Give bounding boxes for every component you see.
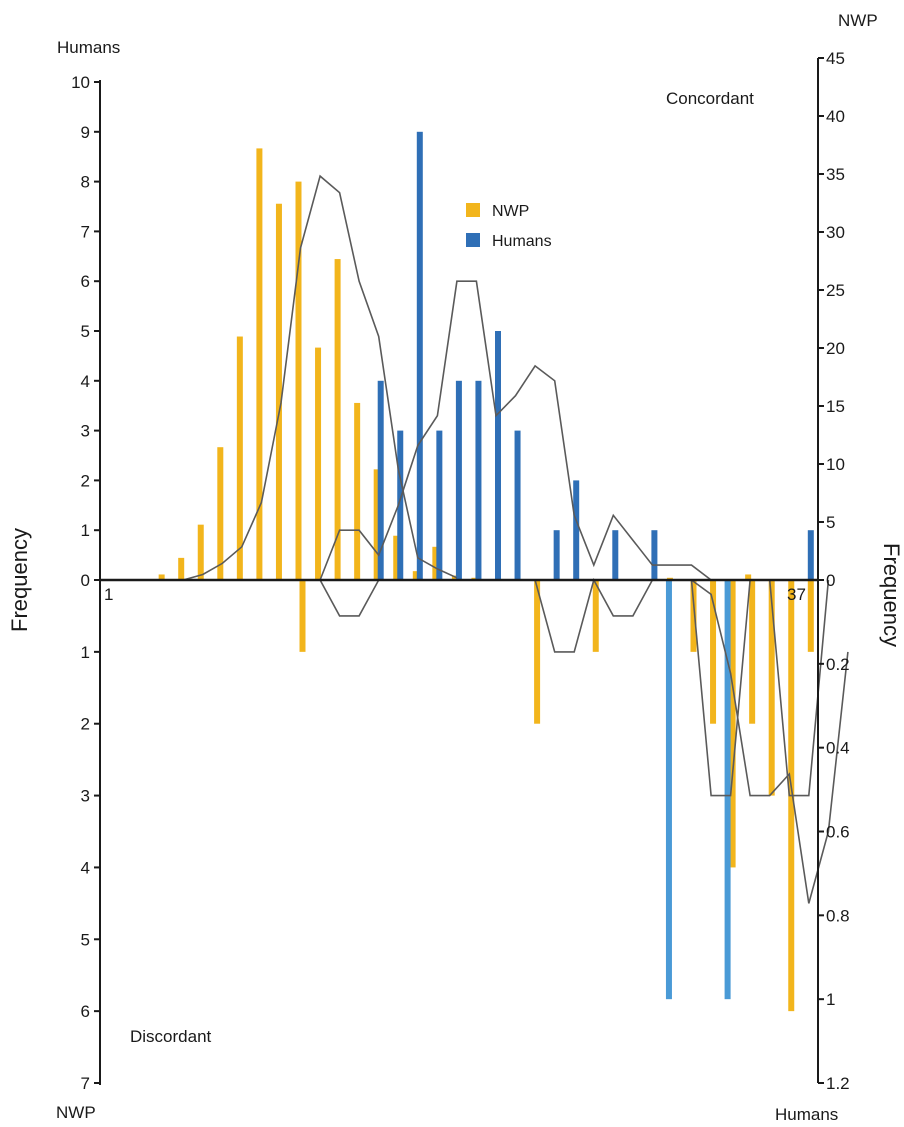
right-lower-tick-label: 1.2 [826, 1074, 850, 1093]
right-lower-tick-label: 0.6 [826, 823, 850, 842]
bar-nwp-discordant [710, 580, 717, 724]
bar-humans-concordant [377, 380, 384, 580]
legend: NWP Humans [466, 203, 552, 250]
legend-label-humans: Humans [492, 233, 552, 250]
left-top-axis-title: Humans [57, 38, 120, 57]
left-upper-tick-label: 4 [81, 372, 90, 391]
bar-humans-concordant [573, 480, 580, 580]
left-lower-tick-label: 7 [81, 1074, 90, 1093]
bar-nwp-concordant [178, 557, 185, 580]
legend-swatch-humans [466, 233, 480, 247]
right-bottom-axis-title: Humans [775, 1105, 838, 1124]
bar-humans-concordant [475, 380, 482, 580]
right-top-axis-title: NWP [838, 11, 878, 30]
left-upper-tick-label: 6 [81, 272, 90, 291]
left-lower-tick-label: 3 [81, 787, 90, 806]
bar-humans-concordant [612, 530, 619, 580]
bar-humans-concordant [807, 530, 814, 580]
concordant-annotation: Concordant [666, 89, 754, 108]
bar-nwp-discordant [534, 580, 541, 724]
bar-nwp-concordant [315, 347, 322, 580]
right-upper-tick-label: 10 [826, 455, 845, 474]
bar-nwp-concordant [197, 524, 204, 580]
trend-line [300, 280, 712, 581]
right-upper-tick-label: 25 [826, 281, 845, 300]
right-upper-tick-label: 0 [826, 571, 835, 590]
bar-nwp-concordant [393, 535, 400, 580]
left-lower-tick-label: 5 [81, 930, 90, 949]
left-upper-tick-label: 9 [81, 123, 90, 142]
bar-nwp-discordant [749, 580, 756, 724]
bar-humans-concordant [416, 131, 423, 581]
bar-nwp-concordant [451, 575, 458, 580]
bar-nwp-discordant [729, 580, 736, 868]
bar-nwp-concordant [412, 571, 419, 580]
left-upper-tick-label: 7 [81, 222, 90, 241]
left-upper-tick-label: 1 [81, 521, 90, 540]
bar-nwp-concordant [432, 546, 439, 580]
right-upper-tick-label: 15 [826, 397, 845, 416]
bar-humans-concordant [455, 380, 462, 580]
bar-humans-concordant [436, 430, 443, 580]
left-y-axis-label: Frequency [7, 528, 32, 632]
left-upper-tick-label: 3 [81, 422, 90, 441]
left-upper-tick-label: 8 [81, 173, 90, 192]
bar-nwp-concordant [334, 259, 341, 580]
bar-humans-discordant [724, 580, 731, 1000]
bar-humans-concordant [495, 331, 501, 580]
bar-nwp-concordant [256, 148, 263, 580]
left-lower-tick-label: 2 [81, 715, 90, 734]
left-lower-tick-label: 6 [81, 1002, 90, 1021]
x-tick-last: 37 [787, 585, 806, 604]
right-upper-tick-label: 20 [826, 339, 845, 358]
left-upper-tick-label: 10 [71, 73, 90, 92]
left-upper-tick-label: 2 [81, 471, 90, 490]
right-upper-tick-label: 30 [826, 223, 845, 242]
right-upper-tick-label: 5 [826, 513, 835, 532]
left-bottom-axis-title: NWP [56, 1103, 96, 1122]
right-upper-tick-label: 35 [826, 165, 845, 184]
bar-nwp-concordant [373, 469, 380, 580]
bar-nwp-discordant [690, 580, 697, 652]
bar-humans-concordant [651, 530, 658, 580]
bar-nwp-concordant [158, 574, 165, 580]
bar-nwp-discordant [592, 580, 599, 652]
right-lower-tick-label: 0.4 [826, 739, 850, 758]
right-lower-tick-label: 0.8 [826, 906, 850, 925]
left-lower-tick-label: 1 [81, 643, 90, 662]
legend-label-nwp: NWP [492, 203, 529, 220]
right-lower-tick-label: 0.2 [826, 655, 850, 674]
right-lower-tick-label: 1 [826, 990, 835, 1009]
bar-nwp-concordant [295, 181, 302, 580]
bar-nwp-discordant [768, 580, 775, 796]
bar-nwp-concordant [354, 402, 361, 580]
left-upper-tick-label: 5 [81, 322, 90, 341]
bar-humans-concordant [397, 430, 404, 580]
bar-nwp-concordant [745, 574, 752, 580]
left-upper-tick-label: 0 [81, 571, 90, 590]
left-lower-tick-label: 4 [81, 858, 90, 877]
right-upper-tick-label: 40 [826, 107, 845, 126]
trend-line [182, 174, 458, 581]
right-y-axis-label: Frequency [879, 543, 904, 647]
x-tick-first: 1 [104, 585, 113, 604]
bars-layer [158, 131, 814, 1012]
bar-nwp-concordant [217, 447, 224, 580]
axes-layer: 01234567891012345670510152025303540450.2… [71, 49, 850, 1093]
bar-humans-discordant [665, 580, 672, 1000]
right-upper-tick-label: 45 [826, 49, 845, 68]
legend-swatch-nwp [466, 203, 480, 217]
bar-humans-concordant [514, 430, 521, 580]
discordant-annotation: Discordant [130, 1027, 212, 1046]
bar-humans-concordant [553, 530, 560, 580]
bar-nwp-concordant [236, 336, 243, 580]
bar-nwp-discordant [299, 580, 306, 652]
bar-nwp-discordant [807, 580, 814, 652]
bar-nwp-concordant [275, 203, 282, 580]
